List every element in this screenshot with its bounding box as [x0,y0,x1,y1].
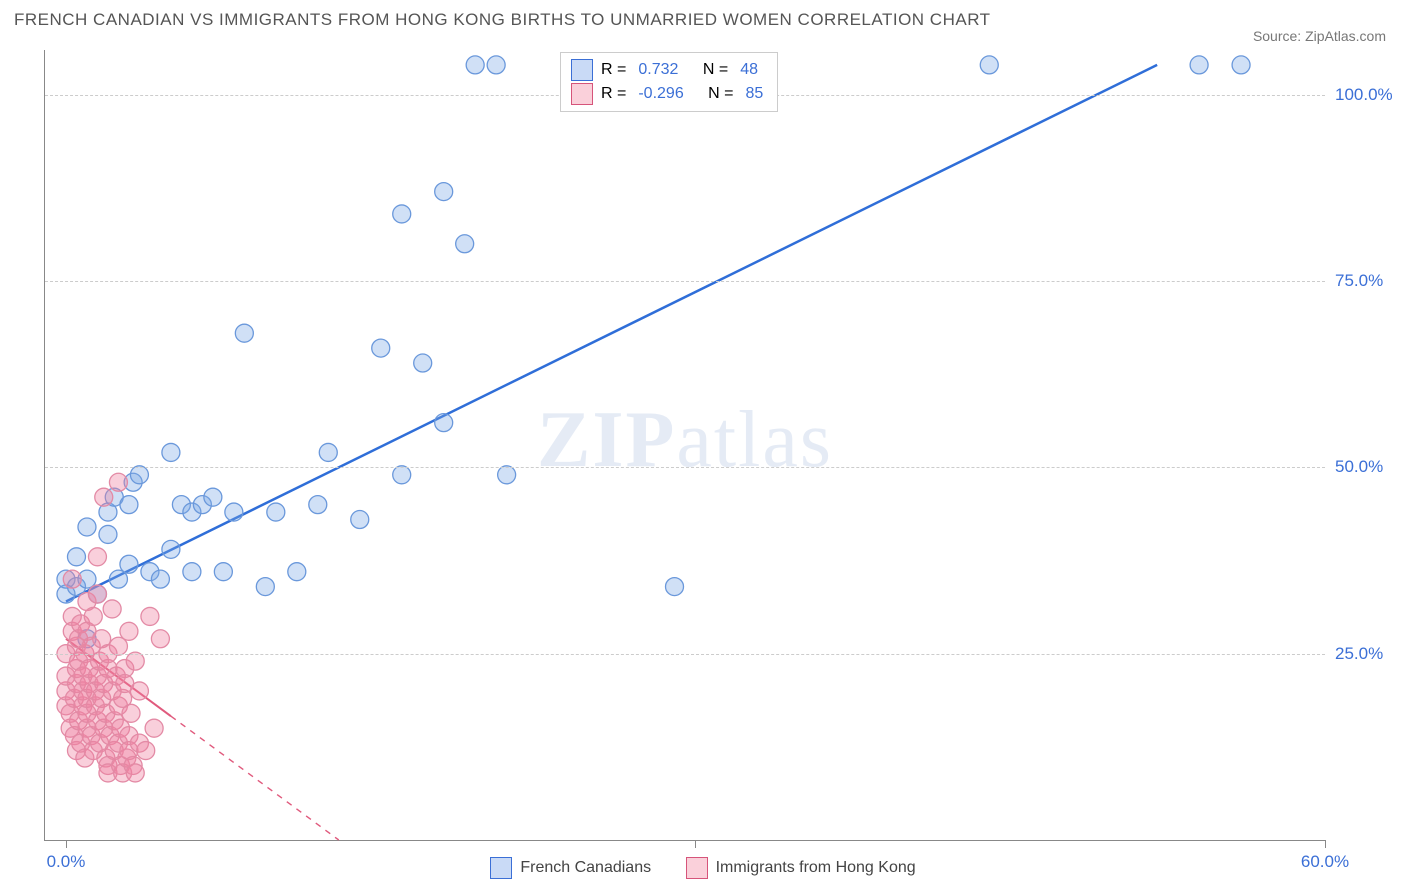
legend-row-pink: R = -0.296 N = 85 [571,83,767,105]
correlation-legend: R = 0.732 N = 48 R = -0.296 N = 85 [560,52,778,112]
plot-area: ZIPatlas 25.0%50.0%75.0%100.0%0.0%60.0% [44,50,1325,841]
series-legend: French Canadians Immigrants from Hong Ko… [0,857,1406,884]
y-tick-label: 25.0% [1335,644,1405,664]
chart-svg [45,50,1325,840]
r-value-blue: 0.732 [638,61,678,79]
swatch-blue [571,59,593,81]
chart-title: FRENCH CANADIAN VS IMMIGRANTS FROM HONG … [14,10,991,30]
r-value-pink: -0.296 [638,85,683,103]
legend-label-pink: Immigrants from Hong Kong [716,859,916,877]
swatch-pink [571,83,593,105]
y-tick-label: 50.0% [1335,457,1405,477]
n-value-pink: 85 [746,85,764,103]
source-credit: Source: ZipAtlas.com [1253,28,1386,44]
legend-label-blue: French Canadians [520,859,651,877]
legend-item-blue: French Canadians [490,857,651,879]
n-value-blue: 48 [740,61,758,79]
r-label: R = [601,61,626,79]
swatch-blue [490,857,512,879]
y-tick-label: 100.0% [1335,85,1405,105]
legend-item-pink: Immigrants from Hong Kong [686,857,916,879]
source-prefix: Source: [1253,28,1305,44]
n-label: N = [703,61,728,79]
y-tick-label: 75.0% [1335,271,1405,291]
swatch-pink [686,857,708,879]
n-label: N = [708,85,733,103]
legend-row-blue: R = 0.732 N = 48 [571,59,767,81]
r-label: R = [601,85,626,103]
source-name: ZipAtlas.com [1305,28,1386,44]
